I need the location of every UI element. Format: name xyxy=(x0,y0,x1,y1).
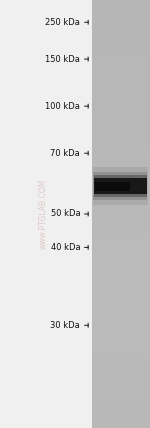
Bar xyxy=(92,378,150,385)
Bar xyxy=(95,182,130,190)
Bar xyxy=(92,421,150,428)
Text: 50 kDa: 50 kDa xyxy=(51,209,80,219)
Bar xyxy=(92,235,150,243)
Bar xyxy=(92,0,150,7)
Bar xyxy=(92,50,150,57)
Bar xyxy=(92,14,150,21)
Bar xyxy=(92,107,150,114)
Bar xyxy=(92,29,150,36)
Bar xyxy=(92,300,150,307)
Bar xyxy=(92,371,150,378)
Bar xyxy=(92,193,150,200)
Bar xyxy=(92,350,150,357)
Bar xyxy=(92,335,150,342)
Bar xyxy=(92,36,150,43)
Bar xyxy=(92,278,150,285)
Bar xyxy=(92,414,150,421)
Bar xyxy=(93,172,147,200)
Bar xyxy=(92,392,150,399)
Bar xyxy=(92,86,150,93)
Bar xyxy=(92,7,150,14)
Bar xyxy=(92,321,150,328)
Bar xyxy=(92,328,150,335)
Bar xyxy=(92,157,150,164)
Text: 150 kDa: 150 kDa xyxy=(45,54,80,64)
Bar xyxy=(92,100,150,107)
Text: 250 kDa: 250 kDa xyxy=(45,18,80,27)
Bar xyxy=(92,357,150,364)
Bar xyxy=(92,342,150,350)
Bar xyxy=(92,221,150,228)
Bar xyxy=(92,64,150,71)
Bar xyxy=(92,43,150,50)
Bar xyxy=(92,143,150,150)
Bar xyxy=(92,214,150,221)
Bar xyxy=(92,285,150,292)
Bar xyxy=(94,175,147,197)
Bar xyxy=(92,264,150,271)
Bar xyxy=(92,150,150,157)
Text: 40 kDa: 40 kDa xyxy=(51,243,80,252)
Bar xyxy=(92,200,150,207)
Text: 70 kDa: 70 kDa xyxy=(51,149,80,158)
Bar xyxy=(92,250,150,257)
Bar xyxy=(92,385,150,392)
Bar xyxy=(92,228,150,235)
Bar xyxy=(92,57,150,64)
Bar xyxy=(92,243,150,250)
Bar xyxy=(92,271,150,278)
Text: 100 kDa: 100 kDa xyxy=(45,101,80,111)
Bar xyxy=(93,167,148,205)
Bar xyxy=(92,178,150,185)
Bar xyxy=(92,307,150,314)
Text: www.PTGLAB.COM: www.PTGLAB.COM xyxy=(38,179,47,249)
Bar xyxy=(92,136,150,143)
Bar xyxy=(92,21,150,29)
Bar xyxy=(92,121,150,128)
Bar xyxy=(92,399,150,407)
Bar xyxy=(92,78,150,86)
Bar xyxy=(92,164,150,171)
Bar xyxy=(92,93,150,100)
Bar xyxy=(92,171,150,178)
Bar xyxy=(92,364,150,371)
Text: 30 kDa: 30 kDa xyxy=(51,321,80,330)
Bar xyxy=(94,178,147,194)
Bar xyxy=(92,407,150,414)
Bar xyxy=(92,185,150,193)
Bar xyxy=(92,128,150,136)
Bar xyxy=(92,114,150,121)
Bar xyxy=(92,314,150,321)
Bar xyxy=(92,207,150,214)
Bar xyxy=(92,71,150,78)
Bar xyxy=(92,292,150,300)
Bar xyxy=(92,257,150,264)
